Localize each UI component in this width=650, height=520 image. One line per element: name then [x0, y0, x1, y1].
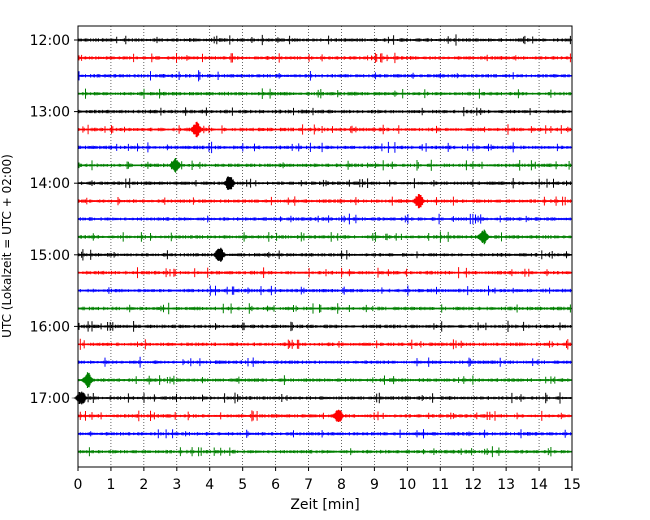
x-tick-label: 3: [172, 477, 181, 493]
trace-event: [186, 121, 206, 138]
trace-signal: [78, 70, 571, 82]
trace-signal: [78, 141, 571, 154]
trace: [78, 446, 572, 458]
trace: [78, 356, 572, 368]
x-tick-label: 15: [563, 477, 581, 493]
x-tick-label: 2: [139, 477, 148, 493]
trace-event: [409, 194, 429, 209]
trace-signal: [78, 446, 571, 458]
trace-signal: [78, 429, 571, 439]
x-tick-label: 4: [205, 477, 214, 493]
trace-signal: [78, 88, 571, 99]
trace-signal: [78, 375, 571, 385]
x-tick-label: 1: [106, 477, 115, 493]
x-tick-label: 13: [497, 477, 515, 493]
x-tick-label: 8: [337, 477, 346, 493]
plot-frame: [77, 25, 573, 468]
trace-signal: [78, 249, 571, 261]
trace-signal: [78, 356, 571, 368]
trace-group: [71, 34, 572, 458]
trace-signal: [78, 392, 571, 404]
y-tick-label: 14:00: [30, 176, 70, 192]
grid-lines: [110, 26, 540, 467]
x-tick-label: 7: [304, 477, 313, 493]
trace-signal: [78, 196, 571, 206]
trace-signal: [78, 285, 571, 296]
y-axis: 12:00 13:00 14:00 15:00 16:00 17:00: [30, 33, 78, 407]
trace: [78, 320, 572, 332]
trace-event: [219, 176, 240, 190]
trace-signal: [78, 124, 571, 135]
x-axis: 0 1 2 3 4 5 6 7 8 9 10 11 12 13 14 15: [74, 467, 581, 493]
trace: [78, 194, 572, 209]
x-tick-label: 14: [530, 477, 548, 493]
trace: [78, 88, 572, 99]
y-tick-label: 15:00: [30, 248, 70, 264]
trace: [78, 107, 572, 117]
trace-event: [473, 229, 493, 245]
trace-signal: [78, 34, 571, 46]
trace-signal: [78, 213, 571, 225]
trace-event: [328, 409, 348, 422]
trace-signal: [78, 107, 571, 117]
trace: [78, 429, 572, 439]
x-tick-label: 10: [398, 477, 416, 493]
x-tick-label: 0: [74, 477, 83, 493]
trace-event: [210, 247, 230, 262]
trace: [78, 34, 572, 46]
x-tick-label: 6: [271, 477, 280, 493]
trace: [71, 391, 572, 405]
trace-signal: [78, 302, 571, 315]
y-tick-label: 12:00: [30, 33, 70, 49]
x-tick-label: 9: [370, 477, 379, 493]
trace: [78, 285, 572, 296]
trace: [78, 372, 572, 388]
trace-signal: [78, 410, 571, 422]
x-tick-label: 11: [431, 477, 449, 493]
trace: [78, 158, 572, 173]
y-tick-label: 17:00: [30, 391, 70, 407]
trace-signal: [78, 320, 571, 332]
trace: [78, 70, 572, 82]
y-tick-label: 16:00: [30, 319, 70, 335]
x-tick-label: 12: [464, 477, 482, 493]
trace: [78, 176, 572, 190]
trace: [78, 141, 572, 154]
trace-signal: [78, 338, 571, 350]
trace: [78, 213, 572, 225]
trace: [78, 229, 572, 245]
trace: [78, 267, 572, 279]
trace-signal: [78, 159, 571, 171]
x-tick-label: 5: [238, 477, 247, 493]
trace-signal: [78, 178, 571, 189]
trace: [78, 302, 572, 315]
trace-signal: [78, 52, 571, 64]
trace-event: [165, 158, 185, 173]
y-axis-label: UTC (Lokalzeit = UTC + 02:00): [0, 154, 14, 338]
trace: [78, 409, 572, 422]
trace: [78, 52, 572, 64]
trace-event: [78, 372, 98, 388]
trace-signal: [78, 231, 571, 243]
trace-signal: [78, 267, 571, 279]
trace: [78, 247, 572, 262]
y-tick-label: 13:00: [30, 105, 70, 121]
x-axis-label: Zeit [min]: [290, 497, 359, 513]
trace: [78, 121, 572, 138]
trace: [78, 338, 572, 350]
